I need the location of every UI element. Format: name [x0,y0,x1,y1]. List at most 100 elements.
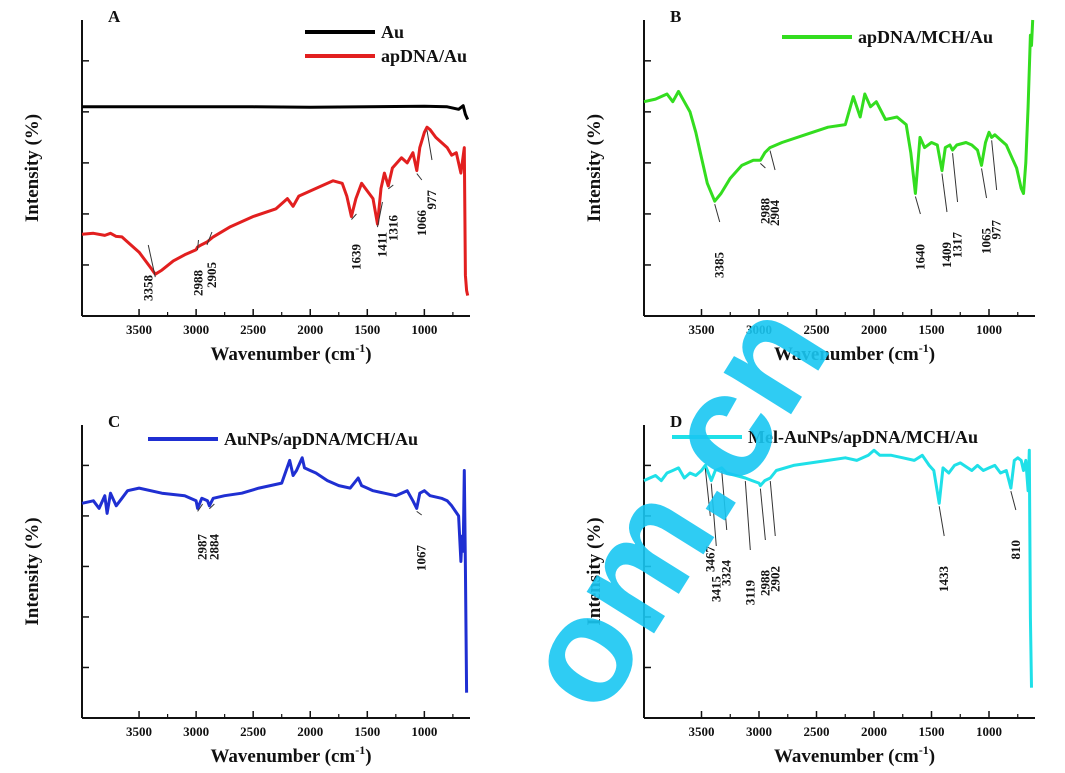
annotation-leader [744,481,751,551]
annotation-label: 2988 [190,270,205,297]
x-tick-label: 2000 [861,322,887,337]
annotation-label: 3324 [719,560,734,587]
annotation-leader [769,150,776,171]
annotation-label: 1433 [936,566,951,593]
annotation-leader [209,503,215,510]
x-tick-label: 3000 [746,322,772,337]
annotation-leader [981,168,988,199]
legend-label: Au [381,22,404,42]
annotation-label: 2987 [195,534,210,561]
annotation-label: 1066 [414,210,429,237]
legend-label: apDNA/MCH/Au [858,27,993,47]
annotation-label: 2904 [767,200,782,227]
x-tick-label: 1000 [976,322,1002,337]
x-axis-label: Wavenumber (cm-1) [210,743,371,767]
annotation-label: 977 [989,220,1004,240]
annotation-label: 1411 [374,232,389,257]
annotation-leader [197,503,204,512]
annotation-leader [387,184,394,190]
annotation-label: 977 [424,190,439,210]
x-tick-label: 2500 [804,724,830,739]
panel-b: 3500 3000 2500 2000 1500 1000 Wavenumber (cm-1… [584,7,1035,365]
y-axis-label: Intensity (%) [584,114,605,222]
annotation-label: 3415 [708,576,723,603]
annotation-leader [416,173,423,181]
panel-label: B [670,7,681,26]
annotation-label: 2884 [206,534,221,561]
annotation-leader [196,239,199,251]
annotation-leader [714,204,721,223]
annotation-label: 2905 [204,262,219,289]
annotation-label: 2988 [757,198,772,225]
legend-label: Mel-AuNPs/apDNA/MCH/Au [748,427,978,447]
x-tick-label: 1000 [976,724,1002,739]
panel-a: 3500 3000 2500 2000 1500 1000 Wavenumber (cm-1… [22,7,470,365]
series-line-0 [82,104,470,121]
annotation-label: 1409 [939,242,954,269]
annotation-label: 1067 [414,545,429,572]
annotation-leader [769,480,776,537]
x-tick-label: 3000 [746,724,772,739]
panel-c: 3500 3000 2500 2000 1500 1000 Wavenumber (cm-1… [22,412,470,767]
annotation-label: 1317 [950,232,965,259]
annotation-leader [759,488,766,541]
x-tick-label: 2000 [297,322,323,337]
series-line-0 [643,448,1033,688]
annotation-label: 2988 [757,570,772,597]
x-tick-label: 1000 [411,724,437,739]
annotation-leader [952,153,959,203]
x-tick-label: 1500 [354,724,380,739]
panel-d: 3500 3000 2500 2000 1500 1000 Wavenumber (cm-1… [584,412,1035,767]
annotation-label: 1065 [979,228,994,255]
legend-label: AuNPs/apDNA/MCH/Au [224,429,418,449]
annotation-leader [721,470,728,531]
x-tick-label: 1000 [411,322,437,337]
annotation-leader [416,510,423,516]
annotation-leader [914,196,921,215]
annotation-leader [704,468,711,517]
x-tick-label: 3500 [126,724,152,739]
y-axis-label: Intensity (%) [22,114,43,222]
x-axis-label: Wavenumber (cm-1) [774,341,935,365]
x-tick-label: 1500 [354,322,380,337]
annotation-label: 3385 [712,252,727,279]
x-tick-label: 2500 [240,724,266,739]
annotation-label: 3119 [742,580,757,606]
annotation-leader [1010,491,1017,511]
x-tick-label: 2500 [804,322,830,337]
annotation-leader [426,130,433,161]
annotation-leader [147,244,156,278]
annotation-label: 2902 [767,566,782,592]
annotation-leader [991,140,998,191]
legend-label: apDNA/Au [381,46,467,66]
y-axis-label: Intensity (%) [22,517,43,625]
annotation-leader [760,162,766,169]
panel-label: D [670,412,682,431]
x-tick-label: 2500 [240,322,266,337]
annotation-leader [938,506,945,537]
annotation-leader [351,213,357,220]
annotation-leader [941,173,948,213]
panel-label: A [108,7,121,26]
annotation-label: 1639 [348,244,363,271]
x-tick-label: 3000 [183,724,209,739]
x-axis-label: Wavenumber (cm-1) [774,743,935,767]
annotation-label: 3467 [702,546,717,573]
x-tick-label: 3500 [689,724,715,739]
annotation-leader [206,231,213,246]
x-tick-label: 2000 [861,724,887,739]
y-axis-label: Intensity (%) [584,517,605,625]
annotation-leader [710,483,717,547]
x-tick-label: 2000 [297,724,323,739]
x-tick-label: 3500 [689,322,715,337]
annotation-label: 1640 [912,244,927,270]
panel-label: C [108,412,120,431]
series-line-1 [81,125,470,296]
x-axis-label: Wavenumber (cm-1) [210,341,371,365]
watermark-text: om.cn [485,273,862,737]
series-line-0 [81,456,469,693]
x-tick-label: 1500 [919,724,945,739]
annotation-label: 1316 [385,215,400,242]
annotation-label: 3358 [140,275,155,302]
